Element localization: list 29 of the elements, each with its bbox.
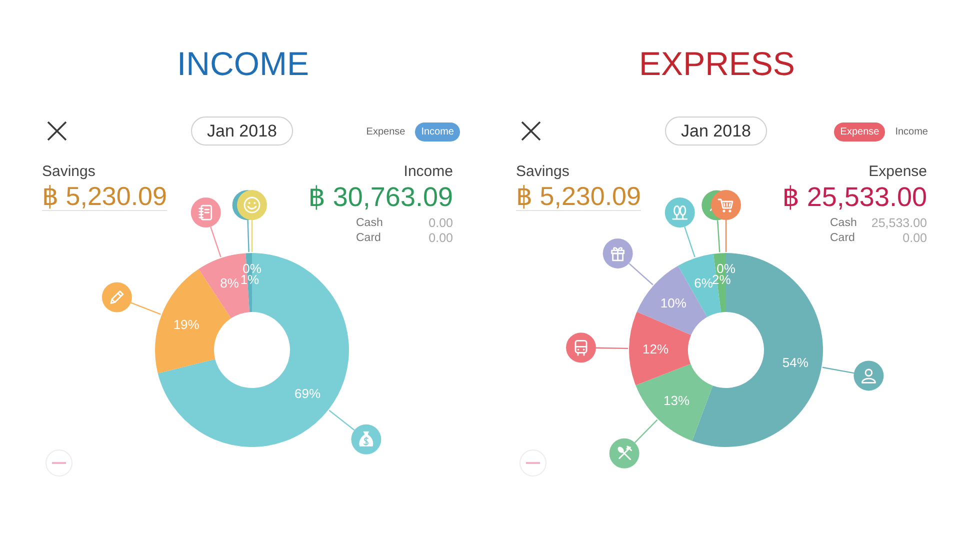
date-selector: Jan 2018 xyxy=(665,116,767,146)
date-selector: Jan 2018 xyxy=(191,116,293,146)
text: Cash xyxy=(830,216,857,230)
text: Savings xyxy=(42,163,96,181)
text: 0.00 xyxy=(902,230,927,246)
text: ฿ 25,533.00 xyxy=(782,181,927,213)
text: Card xyxy=(830,231,855,245)
text: 25,533.00 xyxy=(871,216,927,230)
chart-title: EXPRESS xyxy=(639,45,795,82)
text: 0.00 xyxy=(428,216,453,230)
data-label: 69% xyxy=(294,386,321,401)
text: ฿ 30,763.09 xyxy=(308,181,453,213)
data-label: 8% xyxy=(220,276,240,291)
data-label: 10% xyxy=(660,296,687,311)
text: ฿ 5,230.09 xyxy=(516,180,641,212)
text: Income xyxy=(404,163,453,181)
text: Savings xyxy=(516,163,570,181)
data-label: 54% xyxy=(782,354,809,370)
chart-title: INCOME xyxy=(177,45,309,82)
text: ฿ 5,230.09 xyxy=(42,180,167,212)
text: Card xyxy=(356,231,381,245)
data-label: 13% xyxy=(664,392,690,408)
toggle-switch: Expense Income xyxy=(360,122,460,142)
data-label: 19% xyxy=(173,316,200,332)
data-label: 12% xyxy=(642,341,669,356)
data-label: 6% xyxy=(694,276,714,291)
text: Cash xyxy=(356,216,383,230)
text: 0.00 xyxy=(428,230,453,246)
text: Expense xyxy=(868,163,927,181)
